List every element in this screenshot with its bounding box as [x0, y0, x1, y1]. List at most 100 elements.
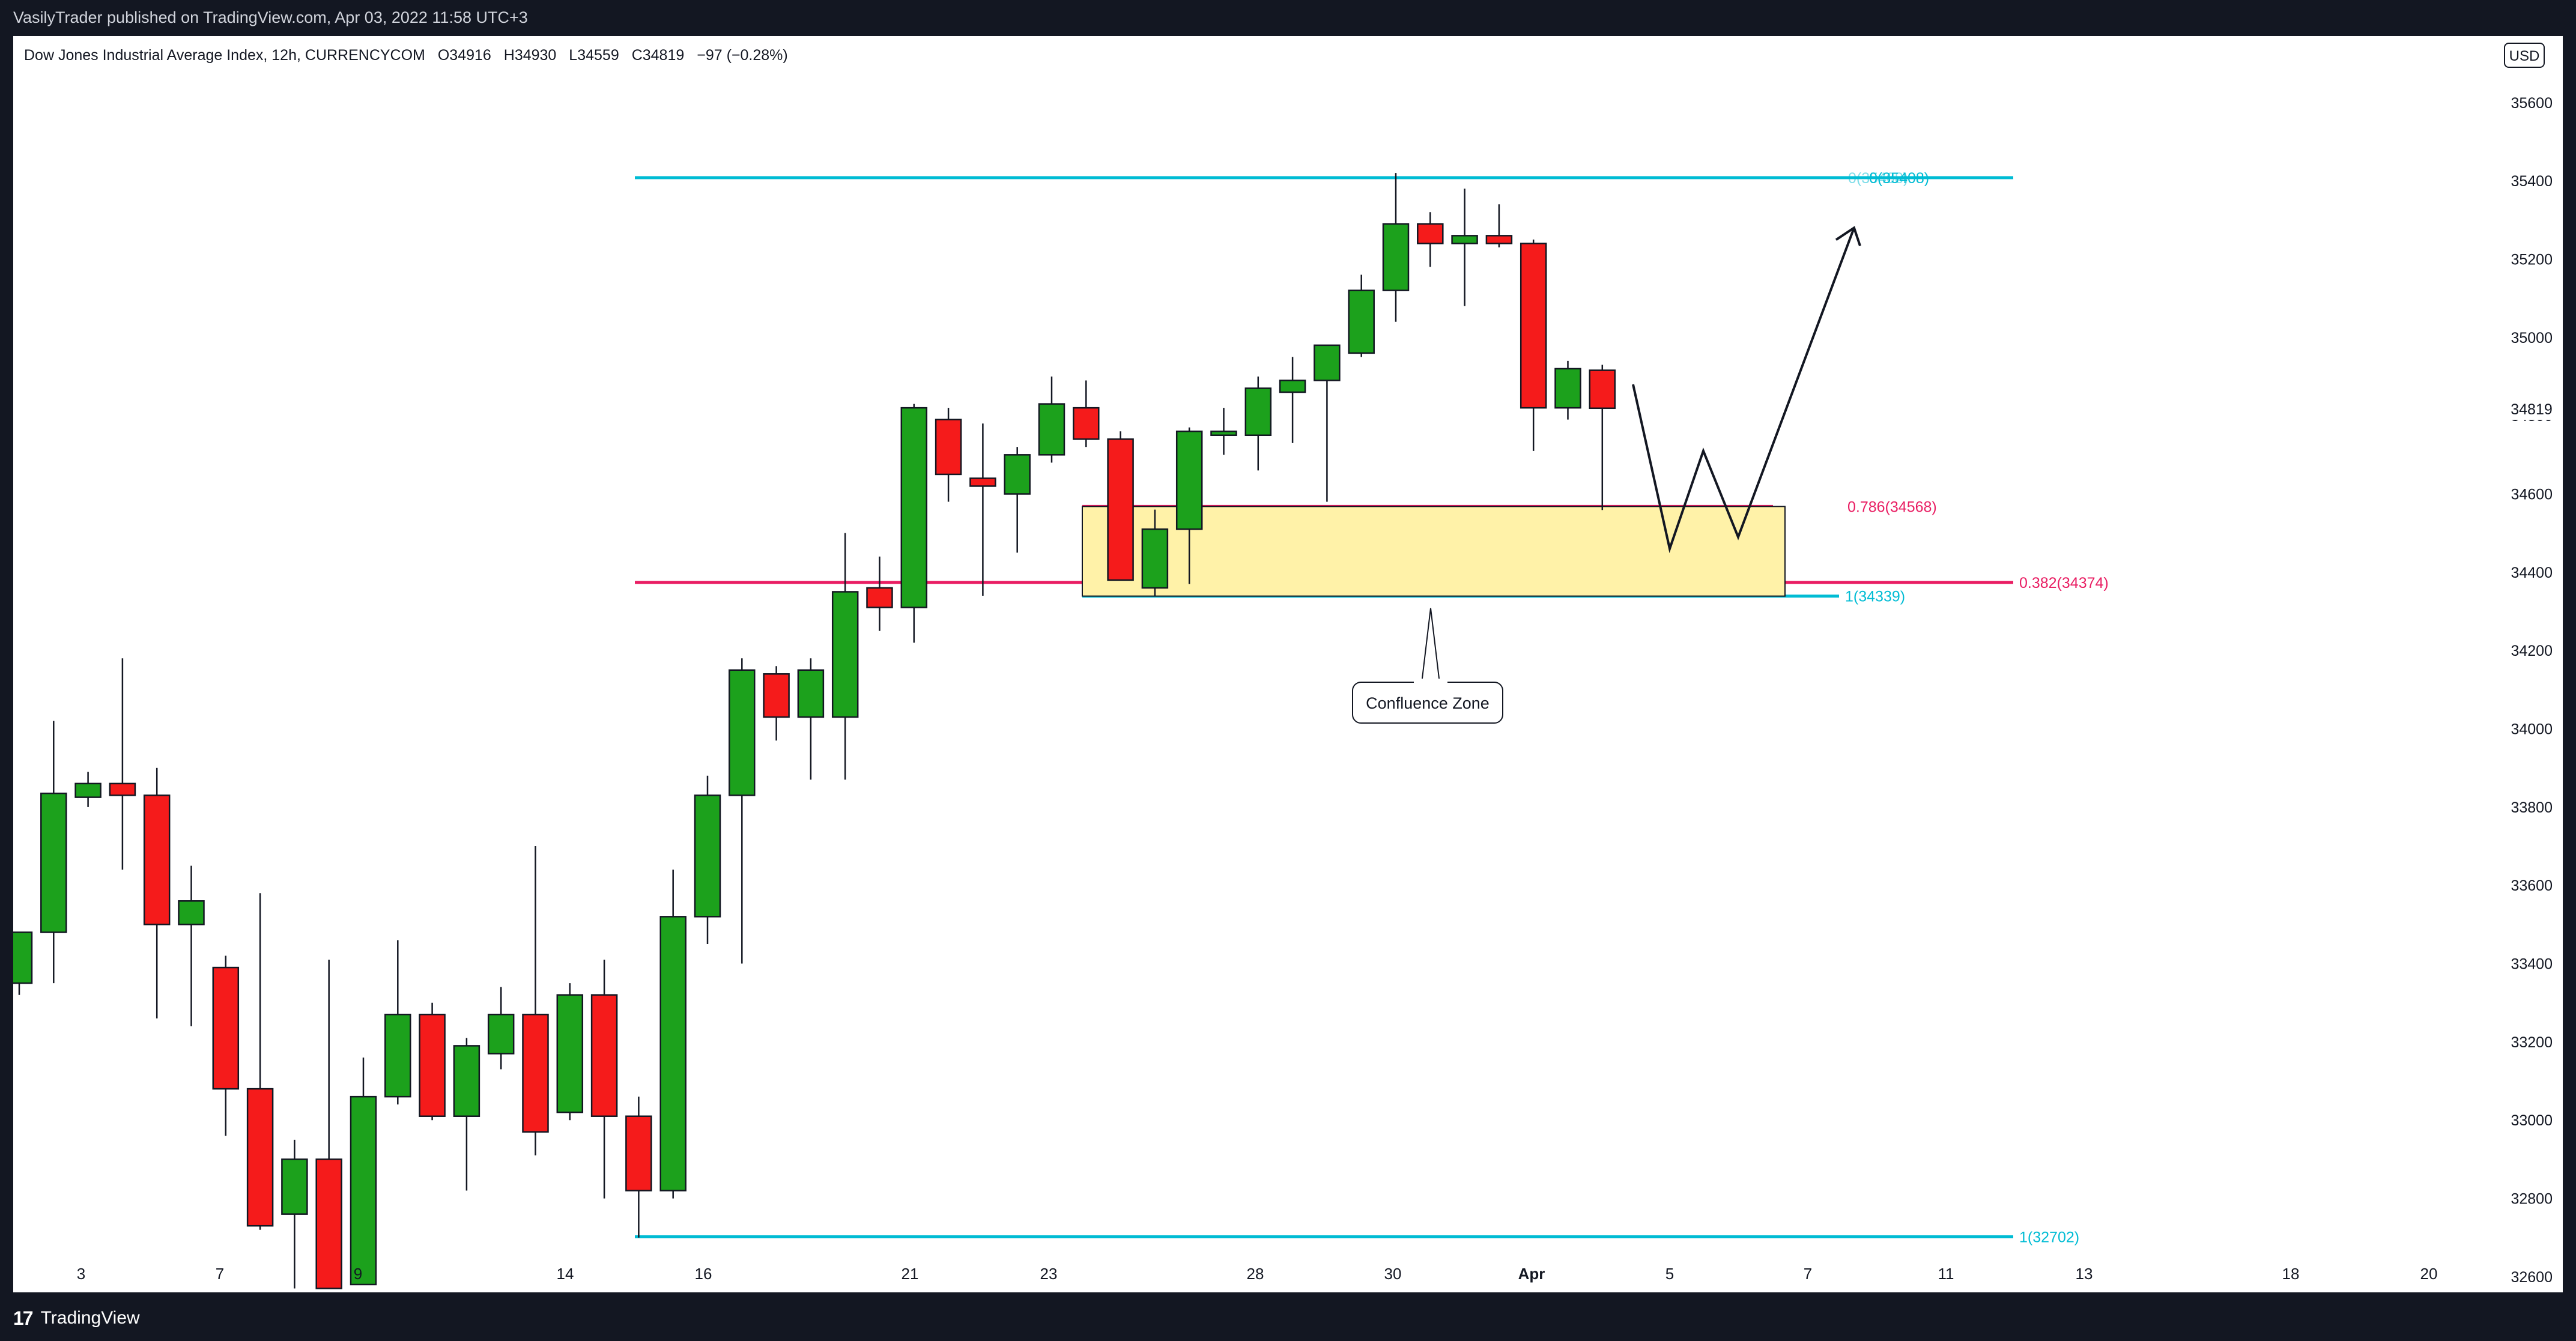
candle [1210, 408, 1237, 455]
time-tick-label: 28 [1247, 1265, 1264, 1283]
price-tick-label: 35200 [2511, 251, 2553, 268]
candle-body [556, 994, 584, 1113]
time-tick-label: 21 [902, 1265, 919, 1283]
candle [143, 767, 171, 1019]
candle-body [1210, 430, 1237, 436]
candle [590, 960, 618, 1199]
candle-body [1141, 528, 1169, 589]
publish-info: VasilyTrader published on TradingView.co… [13, 8, 528, 26]
candle [522, 846, 549, 1155]
candle [866, 556, 893, 631]
legend-change: −97 (−0.28%) [697, 47, 788, 64]
candle-body [729, 669, 756, 796]
fib-level-label: 0.786(34568) [1847, 498, 1937, 515]
price-tick-label: 33200 [2511, 1034, 2553, 1051]
candle-body [453, 1045, 480, 1117]
candle-body [109, 783, 136, 796]
candle-body [419, 1014, 446, 1117]
legend-low: L34559 [569, 47, 619, 64]
callout-label: Confluence Zone [1366, 694, 1490, 712]
candle-body [1073, 407, 1100, 440]
candle [1175, 427, 1203, 584]
candle-body [74, 783, 102, 798]
projection-path [1632, 227, 1855, 554]
candle-body [831, 591, 859, 718]
price-tick-label: 35600 [2511, 95, 2553, 112]
candle-body [625, 1115, 652, 1191]
candle-body [1485, 235, 1513, 244]
callout-pointer [1420, 608, 1441, 684]
price-tick-label: 34200 [2511, 643, 2553, 659]
candle-body [350, 1095, 377, 1286]
price-tick-label: 32800 [2511, 1191, 2553, 1208]
candle-body [246, 1088, 274, 1227]
time-tick-label: 13 [2076, 1265, 2093, 1283]
candle [900, 404, 928, 643]
currency-button[interactable]: USD [2504, 43, 2545, 68]
time-tick-label: Apr [1518, 1265, 1545, 1283]
candle [1554, 360, 1581, 420]
candle [1314, 344, 1341, 502]
time-tick-label: 23 [1040, 1265, 1058, 1283]
candle [1244, 376, 1272, 471]
last-price-tag: 34819 [2509, 398, 2554, 420]
candle-body [1589, 369, 1616, 410]
candle [384, 940, 411, 1105]
candle-body [522, 1014, 549, 1133]
candle [831, 533, 859, 780]
candle [935, 408, 962, 502]
candle-body [13, 931, 33, 984]
candle-body [384, 1014, 411, 1098]
tradingview-brand[interactable]: 17 TradingView [13, 1307, 140, 1330]
legend-high: H34930 [504, 47, 557, 64]
brand-name: TradingView [40, 1308, 140, 1328]
candle [246, 893, 274, 1230]
legend: Dow Jones Industrial Average Index, 12h,… [24, 47, 788, 64]
time-axis: 3 7 9 14 16 21 23 28 30 Apr 5 7 11 13 18 20 [77, 1265, 2438, 1283]
svg-text:Dow Jones Industrial Average I: Dow Jones Industrial Average Index, 12h,… [24, 47, 788, 64]
bottom-bar: 17 TradingView [0, 1292, 2576, 1341]
candle [1279, 357, 1306, 443]
price-tick-label: 33400 [2511, 956, 2553, 973]
candle [315, 960, 342, 1289]
candle-body [1175, 430, 1203, 530]
candle-body [969, 477, 996, 487]
time-tick-label: 16 [695, 1265, 712, 1283]
candle-body [935, 419, 962, 476]
candle [419, 1002, 446, 1121]
candle [1141, 509, 1169, 596]
candle-body [1451, 235, 1478, 244]
candle [487, 987, 515, 1070]
chart-panel[interactable]: 0(35408) 1(32702) 1(34339) 0.786(34568) 0.38… [13, 36, 2563, 1292]
candle [969, 423, 996, 596]
candle [625, 1097, 652, 1238]
candle-body [1004, 454, 1031, 495]
time-tick-label: 7 [216, 1265, 224, 1283]
time-tick-label: 14 [557, 1265, 574, 1283]
candle-body [212, 966, 240, 1090]
candle-body [1314, 344, 1341, 381]
candle [13, 931, 33, 995]
price-tick-label: 32600 [2511, 1269, 2553, 1286]
legend-symbol: Dow Jones Industrial Average Index, 12h,… [24, 47, 425, 64]
candle [1073, 380, 1100, 447]
candlestick-chart[interactable]: 0(35408) 1(32702) 1(34339) 0.786(34568) 0.38… [13, 36, 2563, 1292]
projection-arrowhead [1835, 226, 1861, 246]
candle-body [315, 1158, 342, 1289]
candle [1589, 365, 1616, 510]
top-bar: VasilyTrader published on TradingView.co… [0, 0, 2576, 36]
candle [74, 772, 102, 807]
candle [1004, 447, 1031, 553]
candle-body [866, 587, 893, 608]
candle-body [1107, 438, 1134, 581]
candle-body [1038, 403, 1065, 456]
candle-body [40, 792, 67, 933]
candle-body [143, 795, 171, 925]
candle [659, 870, 686, 1199]
price-tick-label: 35000 [2511, 330, 2553, 347]
candle [1348, 274, 1375, 357]
fib-level-label: 0(35408) [1869, 170, 1929, 187]
candle [694, 775, 721, 944]
last-price: 34819 [2511, 401, 2553, 418]
time-tick-label: 3 [77, 1265, 85, 1283]
